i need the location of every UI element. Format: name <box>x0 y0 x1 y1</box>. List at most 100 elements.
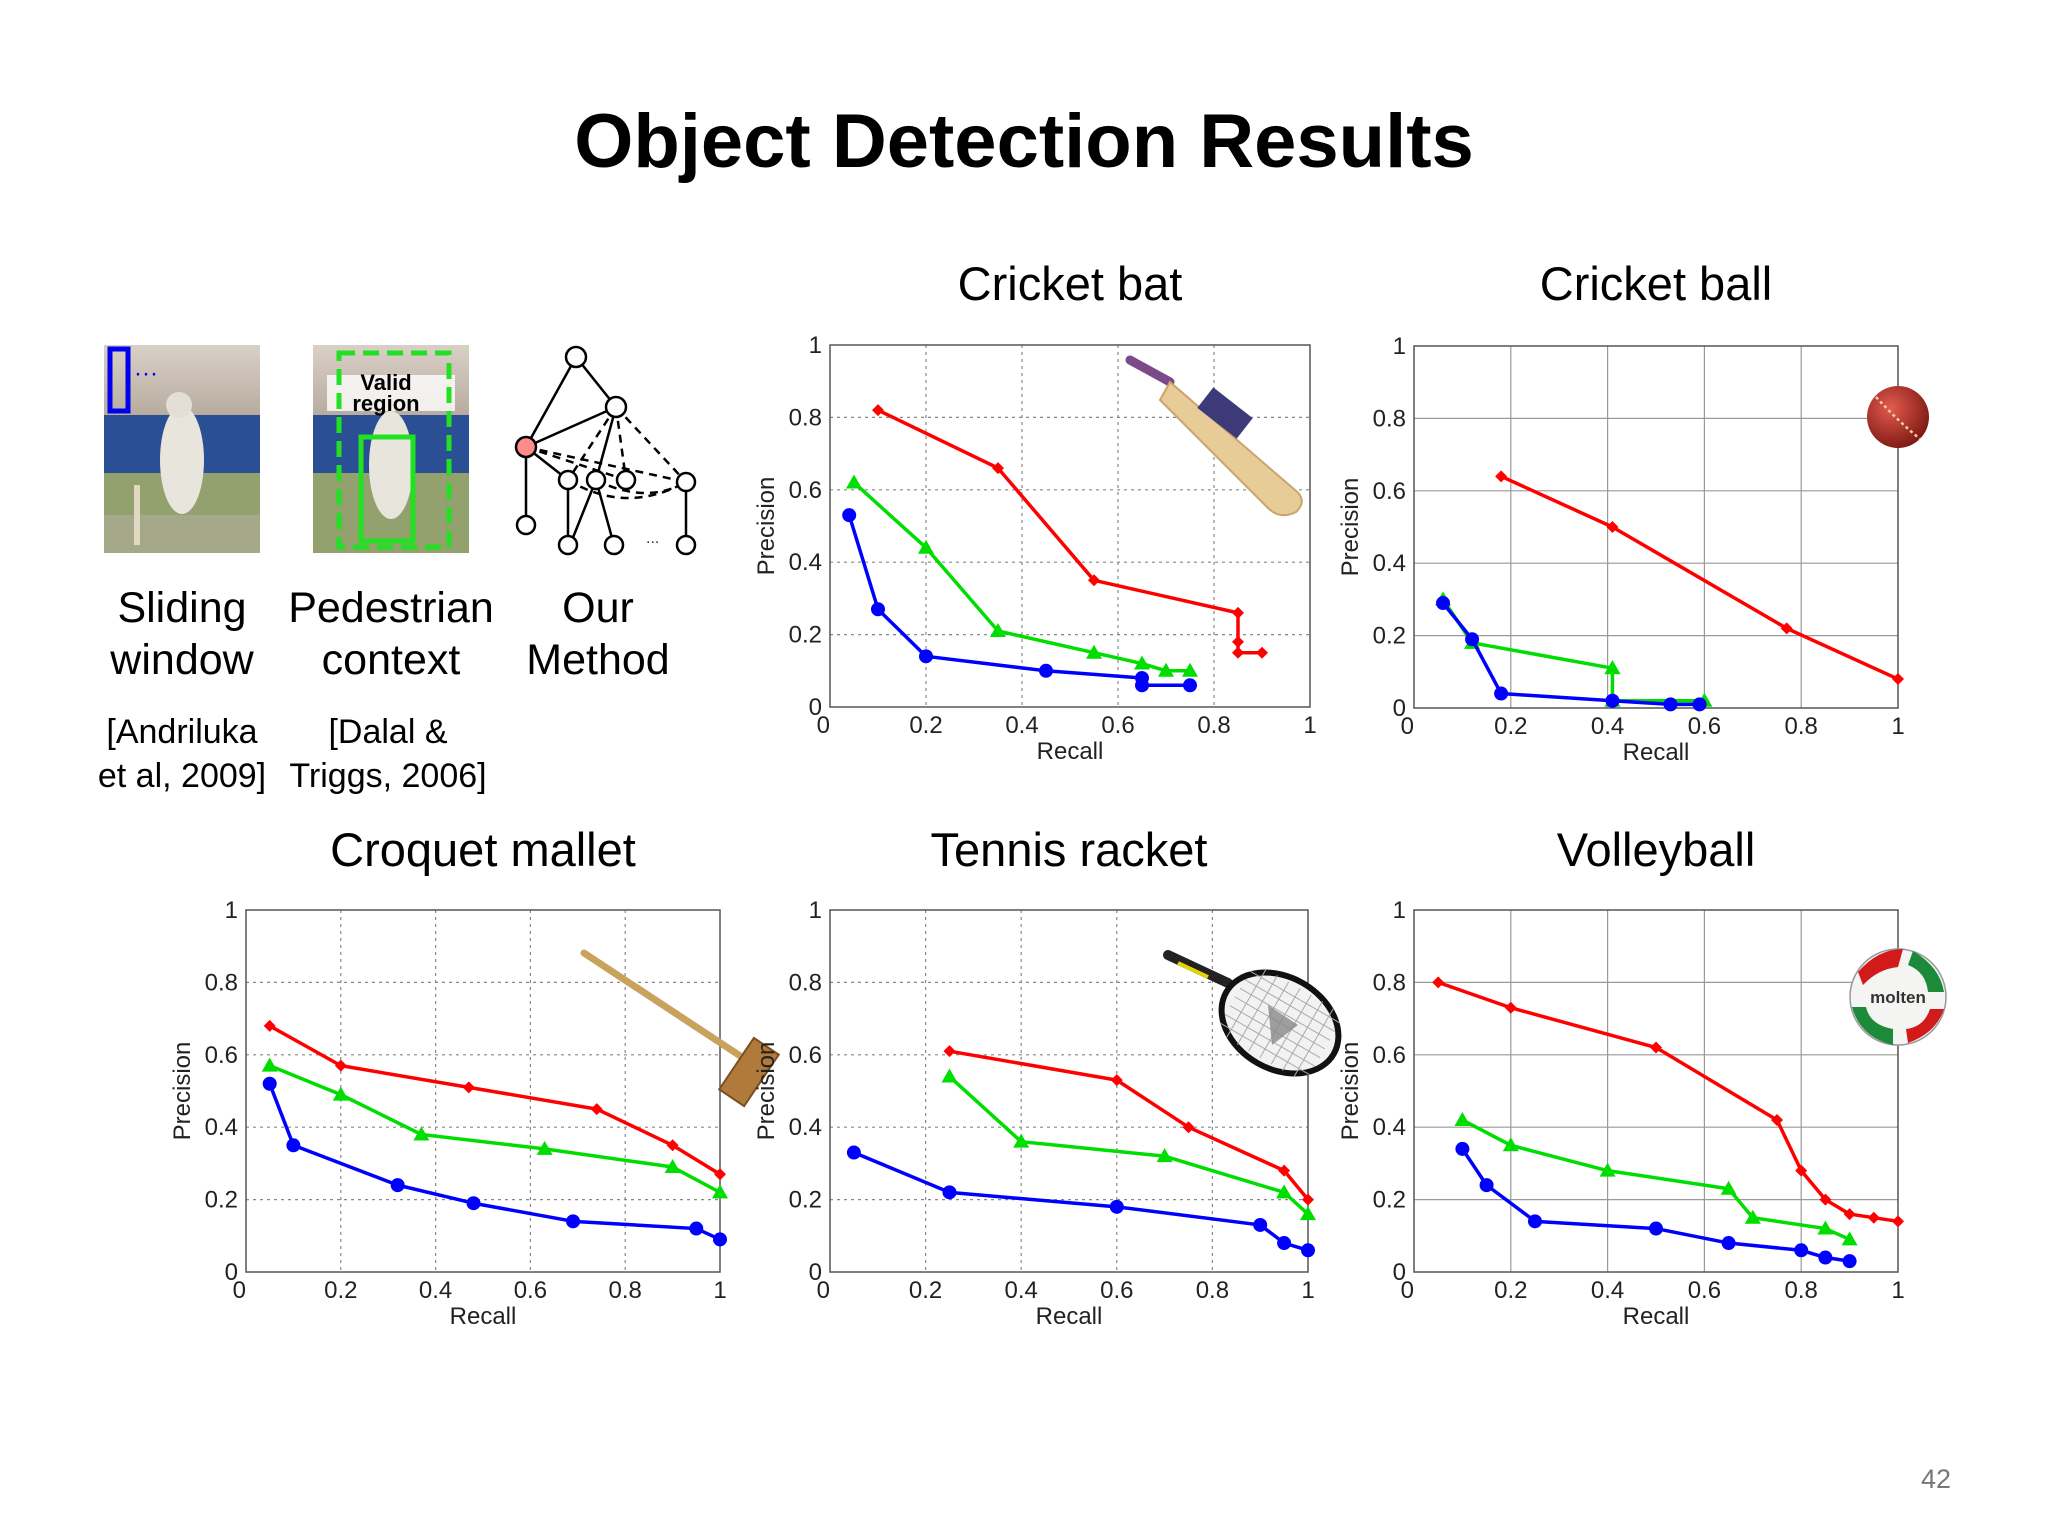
data-point <box>1086 644 1102 659</box>
y-tick-label: 0.8 <box>789 404 822 431</box>
pedestrian-context-thumbnail: Valid region <box>313 345 469 553</box>
data-point <box>918 539 934 554</box>
data-point <box>1454 1111 1471 1126</box>
chart-title: Volleyball <box>1557 823 1756 876</box>
data-point <box>1494 686 1509 701</box>
data-point <box>1088 574 1100 587</box>
x-tick-label: 0.6 <box>1688 713 1721 740</box>
series-0 <box>943 1045 1314 1206</box>
data-point <box>1721 1236 1736 1251</box>
data-point <box>664 1159 681 1174</box>
x-tick-label: 0 <box>817 712 830 739</box>
x-axis-label: Recall <box>1037 738 1104 765</box>
data-point <box>1817 1220 1834 1235</box>
y-tick-label: 0.6 <box>789 1042 822 1069</box>
data-point <box>666 1139 679 1152</box>
series-line <box>948 1075 1310 1216</box>
series-1 <box>261 1057 728 1199</box>
series-line <box>1500 474 1899 681</box>
x-tick-label: 0.8 <box>1196 1277 1229 1304</box>
series-line <box>268 1024 721 1176</box>
data-point <box>1892 1215 1904 1228</box>
data-point <box>1232 635 1244 648</box>
x-axis-label: Recall <box>1036 1303 1103 1330</box>
data-point <box>1256 646 1268 659</box>
x-tick-label: 0.4 <box>1591 1277 1624 1304</box>
series-line <box>1441 598 1705 703</box>
data-point <box>1495 470 1508 483</box>
data-point <box>1794 1243 1809 1258</box>
series-line <box>847 514 1190 688</box>
data-point <box>334 1059 347 1072</box>
data-point <box>1771 1113 1783 1126</box>
y-tick-label: 0 <box>1393 1259 1406 1286</box>
data-point <box>536 1140 553 1155</box>
y-tick-label: 0 <box>1393 695 1406 722</box>
x-tick-label: 0.4 <box>1591 713 1624 740</box>
data-point <box>1301 1243 1315 1258</box>
x-tick-label: 0 <box>1401 1277 1414 1304</box>
data-point <box>1039 663 1053 678</box>
data-point <box>1135 678 1149 693</box>
x-tick-label: 1 <box>1891 1277 1904 1304</box>
data-point <box>1110 1074 1123 1087</box>
data-point <box>919 649 933 664</box>
data-point <box>1158 662 1174 677</box>
svg-text:···: ··· <box>134 360 158 387</box>
data-point <box>1795 1164 1808 1177</box>
chart-title: Tennis racket <box>931 823 1208 876</box>
data-point <box>1780 622 1793 635</box>
x-tick-label: 0.4 <box>1005 1277 1038 1304</box>
data-point <box>286 1138 301 1153</box>
data-point <box>872 404 884 417</box>
data-point <box>1744 1209 1761 1224</box>
y-tick-label: 0.2 <box>1373 623 1406 650</box>
plot-frame <box>1413 345 1899 709</box>
data-point <box>941 1068 958 1083</box>
data-point <box>263 1019 276 1032</box>
series-line <box>1441 601 1700 707</box>
x-tick-label: 1 <box>1303 712 1316 739</box>
data-point <box>566 1214 581 1229</box>
chart-cricket-bat: Cricket bat 0 0.2 0.4 0.6 0.8 1 0 0.2 0.4 0.6 0.8 1 R… <box>730 257 1330 790</box>
series-line <box>853 1150 1309 1252</box>
cricket-bat-icon <box>1125 355 1303 517</box>
volleyball-icon: molten <box>1849 948 1947 1046</box>
data-point <box>1528 1214 1542 1229</box>
series-0 <box>1432 976 1904 1228</box>
x-axis-label: Recall <box>1623 1303 1690 1330</box>
y-tick-label: 0 <box>809 1259 822 1286</box>
x-tick-label: 0.2 <box>324 1277 357 1304</box>
chart-title: Croquet mallet <box>330 823 636 876</box>
x-tick-label: 1 <box>1891 713 1904 740</box>
y-tick-label: 1 <box>1393 333 1406 360</box>
data-point <box>1182 1121 1195 1134</box>
y-axis-label: Precision <box>169 1042 196 1141</box>
x-tick-label: 0 <box>1401 713 1414 740</box>
y-tick-label: 1 <box>809 332 822 359</box>
y-tick-label: 0.4 <box>789 1114 822 1141</box>
x-tick-label: 0.6 <box>514 1277 547 1304</box>
x-tick-label: 0.6 <box>1101 712 1134 739</box>
legend-citation-andriluka: [Andriluka et al, 2009] <box>97 713 267 795</box>
data-point <box>1650 1041 1662 1054</box>
chart-grid <box>1414 346 1898 708</box>
y-tick-label: 0.6 <box>1373 1042 1406 1069</box>
valid-region-label-2: region <box>352 391 419 416</box>
y-tick-label: 0.4 <box>1373 1114 1406 1141</box>
chart-svg: Volleyball 0 0.2 0.4 0.6 0.8 1 0 0.2 0.4 0.6 0.8 1 Re… <box>1337 823 1947 1330</box>
y-tick-label: 0.8 <box>789 969 822 996</box>
data-point <box>590 1103 603 1116</box>
data-point <box>1502 1137 1519 1152</box>
y-tick-label: 1 <box>1393 897 1406 924</box>
y-axis-label: Precision <box>753 1042 780 1141</box>
sliding-window-thumbnail: ··· <box>104 345 260 553</box>
data-point <box>1134 655 1150 670</box>
y-tick-label: 1 <box>809 897 822 924</box>
chart-croquet-mallet: Croquet mallet 0 0.2 0.4 0.6 0.8 1 0 0.2 0.4 0.6 0.… <box>150 820 781 1340</box>
graph-ellipsis: ... <box>646 530 659 547</box>
legend-our-method: Our Method <box>508 582 688 686</box>
chart-tennis-racket: Tennis racket 0 0.2 0.4 0.6 0.8 1 0 0.2 0.4 0.6 0.8… <box>738 820 1342 1340</box>
volleyball-brand-text: molten <box>1870 988 1926 1007</box>
data-point <box>1819 1193 1832 1206</box>
